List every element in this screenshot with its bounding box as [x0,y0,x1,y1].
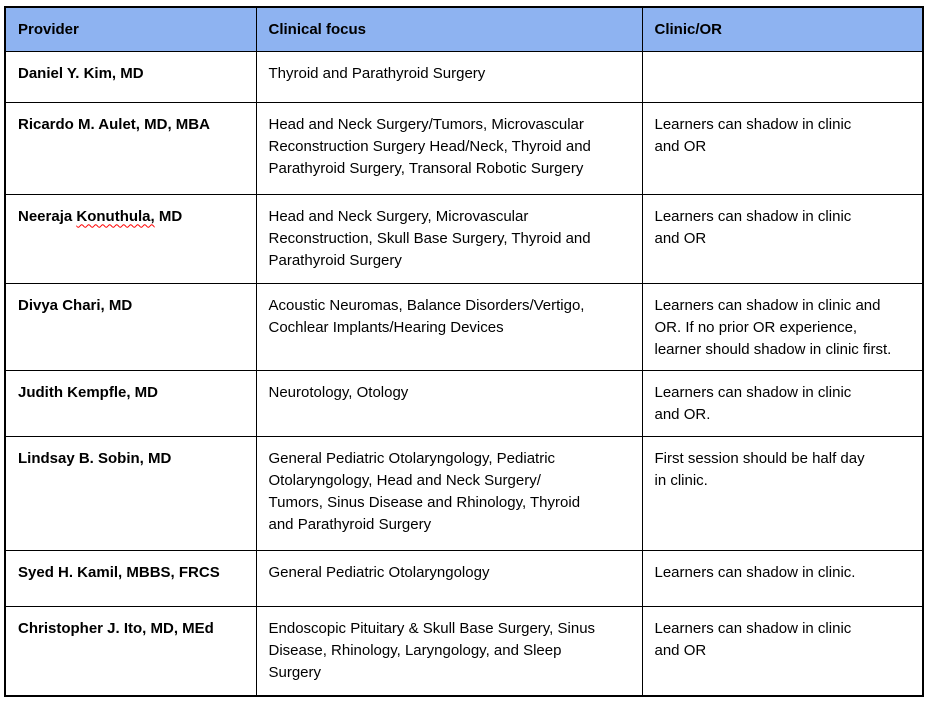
provider-cell[interactable]: Judith Kempfle, MD [4,369,257,437]
clinical-focus-text: General Pediatric Otolaryngology, Pediat… [268,449,581,533]
table-row: Christopher J. Ito, MD, MEd Endoscopic P… [4,605,924,697]
provider-name: Syed H. Kamil, MBBS, FRCS [18,563,220,581]
provider-cell[interactable]: Neeraja Konuthula, MD [4,193,257,284]
clinical-focus-text: Thyroid and Parathyroid Surgery [268,64,486,82]
table-row: Ricardo M. Aulet, MD, MBA Head and Neck … [4,101,924,195]
provider-table: Provider Clinical focus Clinic/OR Daniel… [4,6,924,697]
table-header-row: Provider Clinical focus Clinic/OR [4,6,924,52]
clinic-or-text: Learners can shadow in clinic and OR [654,207,852,247]
clinic-or-text: Learners can shadow in clinic and OR. If… [654,296,892,358]
clinical-focus-text: Head and Neck Surgery/Tumors, Microvascu… [268,115,591,177]
clinic-or-text: Learners can shadow in clinic and OR [654,619,852,659]
clinical-focus-cell[interactable]: Head and Neck Surgery, Microvascular Rec… [255,193,643,284]
clinic-or-text: First session should be half day in clin… [654,449,865,489]
provider-name: Divya Chari, MD [18,296,133,314]
provider-name-prefix: Neeraja [18,207,77,225]
table-row: Lindsay B. Sobin, MD General Pediatric O… [4,435,924,551]
clinic-or-cell[interactable]: Learners can shadow in clinic and OR. If… [641,282,924,371]
table-row: Neeraja Konuthula, MD Head and Neck Surg… [4,193,924,284]
clinic-or-cell[interactable]: First session should be half day in clin… [641,435,924,551]
table-row: Divya Chari, MD Acoustic Neuromas, Balan… [4,282,924,371]
clinic-or-cell[interactable]: Learners can shadow in clinic and OR [641,605,924,697]
provider-name: Christopher J. Ito, MD, MEd [18,619,214,637]
clinic-or-cell[interactable] [641,50,924,103]
provider-name-suffix: MD [154,207,183,225]
provider-cell[interactable]: Divya Chari, MD [4,282,257,371]
table-row: Syed H. Kamil, MBBS, FRCS General Pediat… [4,549,924,607]
provider-name: Daniel Y. Kim, MD [18,64,144,82]
clinical-focus-text: Neurotology, Otology [268,383,409,401]
provider-cell[interactable]: Syed H. Kamil, MBBS, FRCS [4,549,257,607]
provider-name-misspelled-word: Konuthula, [76,207,155,225]
clinical-focus-text: Endoscopic Pituitary & Skull Base Surger… [268,619,596,681]
clinic-or-cell[interactable]: Learners can shadow in clinic and OR [641,193,924,284]
clinical-focus-cell[interactable]: General Pediatric Otolaryngology, Pediat… [255,435,643,551]
column-header-clinical-focus[interactable]: Clinical focus [255,6,643,52]
provider-cell[interactable]: Daniel Y. Kim, MD [4,50,257,103]
clinic-or-text: Learners can shadow in clinic. [654,563,856,581]
clinic-or-text: Learners can shadow in clinic and OR. [654,383,852,423]
clinical-focus-cell[interactable]: Acoustic Neuromas, Balance Disorders/Ver… [255,282,643,371]
column-header-provider[interactable]: Provider [4,6,257,52]
provider-name: Judith Kempfle, MD [18,383,159,401]
clinical-focus-cell[interactable]: Neurotology, Otology [255,369,643,437]
clinical-focus-text: General Pediatric Otolaryngology [268,563,490,581]
clinical-focus-cell[interactable]: Endoscopic Pituitary & Skull Base Surger… [255,605,643,697]
provider-name: Lindsay B. Sobin, MD [18,449,172,467]
clinic-or-text: Learners can shadow in clinic and OR [654,115,852,155]
clinical-focus-cell[interactable]: Head and Neck Surgery/Tumors, Microvascu… [255,101,643,195]
clinic-or-cell[interactable]: Learners can shadow in clinic. [641,549,924,607]
clinic-or-cell[interactable]: Learners can shadow in clinic and OR [641,101,924,195]
provider-cell[interactable]: Ricardo M. Aulet, MD, MBA [4,101,257,195]
column-header-clinic-or[interactable]: Clinic/OR [641,6,924,52]
table-row: Daniel Y. Kim, MD Thyroid and Parathyroi… [4,50,924,103]
clinical-focus-text: Acoustic Neuromas, Balance Disorders/Ver… [268,296,585,336]
table-row: Judith Kempfle, MD Neurotology, Otology … [4,369,924,437]
provider-cell[interactable]: Lindsay B. Sobin, MD [4,435,257,551]
clinical-focus-cell[interactable]: General Pediatric Otolaryngology [255,549,643,607]
provider-name: Ricardo M. Aulet, MD, MBA [18,115,210,133]
clinical-focus-cell[interactable]: Thyroid and Parathyroid Surgery [255,50,643,103]
clinical-focus-text: Head and Neck Surgery, Microvascular Rec… [268,207,591,269]
provider-cell[interactable]: Christopher J. Ito, MD, MEd [4,605,257,697]
clinic-or-cell[interactable]: Learners can shadow in clinic and OR. [641,369,924,437]
